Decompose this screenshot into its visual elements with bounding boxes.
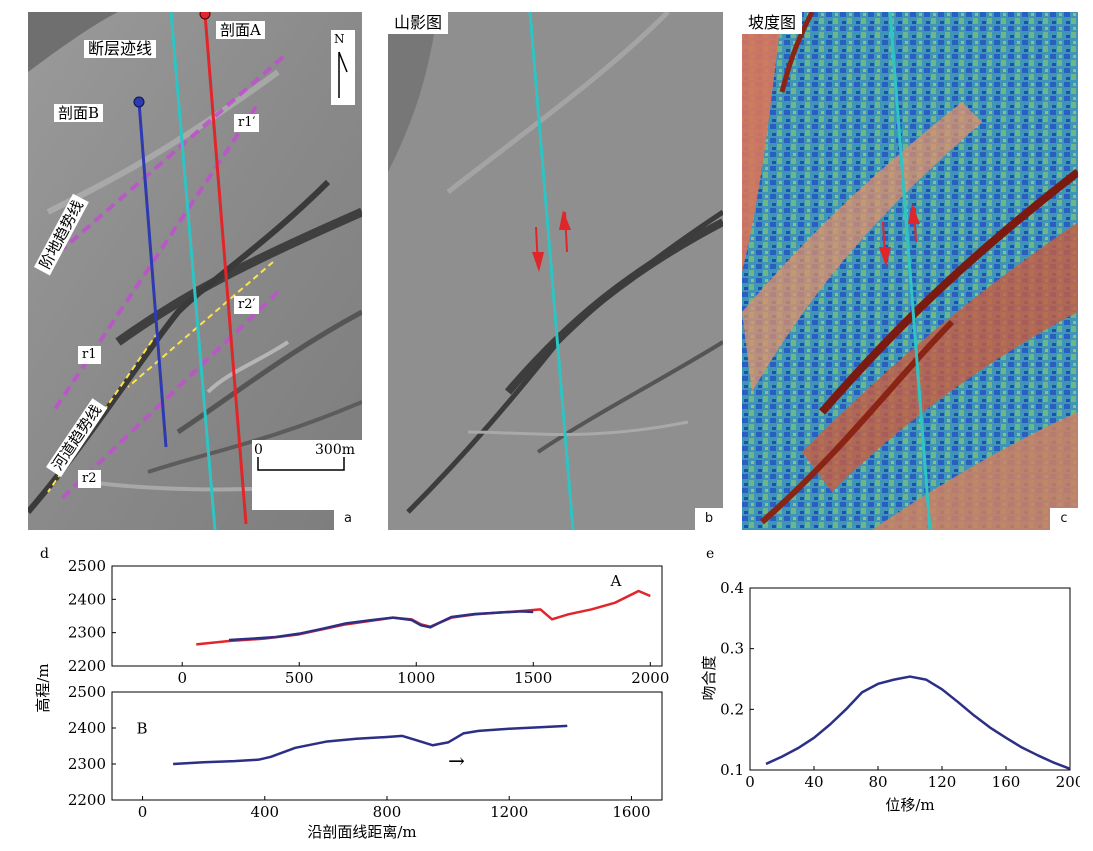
profile-b-endpoint — [133, 96, 145, 108]
scale-bar — [257, 457, 345, 471]
terrace-trend-line-r1p — [46, 55, 285, 264]
y-tick-label: 2400 — [68, 590, 106, 608]
series-line — [765, 675, 1071, 770]
y-tick-label: 0.1 — [720, 761, 744, 779]
series-line — [173, 724, 568, 766]
y-tick-label: 0.4 — [720, 579, 744, 597]
panel-b-title: 山影图 — [388, 12, 449, 34]
fault-trace-line-c — [888, 12, 932, 530]
plot-frame — [111, 691, 663, 801]
plot-frame — [111, 565, 663, 667]
series-line — [196, 589, 651, 646]
x-tick-label: 40 — [804, 773, 823, 791]
profile-a-endpoint — [199, 12, 211, 20]
x-tick-label: 1600 — [612, 803, 650, 821]
profile-b-line — [137, 101, 168, 448]
y-tick-label: 2200 — [68, 791, 106, 809]
panel-d-tag: d — [40, 546, 49, 562]
x-tick-label: 0 — [745, 773, 755, 791]
x-tick-label: 500 — [285, 669, 314, 687]
hillshade-relief-b — [388, 12, 723, 530]
hillshade-relief-a — [28, 12, 362, 530]
panel-a-tag: a — [334, 508, 362, 530]
profile-a-line — [203, 13, 248, 525]
fault-trace-line-b — [528, 12, 575, 530]
terrace-trend-line-r2 — [56, 290, 280, 504]
panel-e-xlabel: 位移/m — [885, 796, 934, 814]
slope-map — [742, 12, 1078, 530]
slip-arrow-up — [559, 210, 571, 230]
x-tick-label: 2000 — [631, 669, 669, 687]
x-tick-label: 400 — [250, 803, 279, 821]
x-tick-label: 1200 — [490, 803, 528, 821]
x-tick-label: 160 — [992, 773, 1021, 791]
r2-label: r2 — [78, 470, 101, 488]
x-tick-label: 1000 — [397, 669, 435, 687]
profile-b-label: 剖面B — [54, 104, 104, 122]
x-tick-label: 0 — [138, 803, 148, 821]
y-tick-label: 2500 — [68, 557, 106, 575]
plot-frame — [749, 587, 1071, 771]
panel-d-ylabel: 高程/m — [34, 663, 52, 712]
y-tick-label: 0.3 — [720, 640, 744, 658]
panel-e-ylabel: 吻合度 — [700, 655, 718, 700]
profile-b-chart-label: B — [136, 719, 147, 737]
y-tick-label: 2500 — [68, 683, 106, 701]
fault-trace-label: 断层迹线 — [84, 40, 157, 58]
panel-b-hillshade: 山影图 b — [388, 12, 723, 530]
panel-c-title: 坡度图 — [742, 12, 803, 34]
x-tick-label: 800 — [373, 803, 402, 821]
profile-a-label: 剖面A — [216, 21, 265, 39]
x-tick-label: 200 — [1056, 773, 1080, 791]
slip-arrow-down — [532, 252, 544, 272]
series-line — [228, 610, 534, 642]
panel-d-xlabel: 沿剖面线距离/m — [307, 823, 416, 841]
y-tick-label: 2400 — [68, 719, 106, 737]
direction-arrow: → — [448, 749, 465, 773]
fault-trace-line — [169, 12, 217, 530]
x-tick-label: 120 — [928, 773, 957, 791]
r2p-label: r2′ — [234, 296, 260, 314]
y-tick-label: 2300 — [68, 624, 106, 642]
y-tick-label: 2300 — [68, 755, 106, 773]
panel-a-map: N 0 300m 断层迹线 剖面A 剖面B r1′ r2′ r1 r2 阶地趋势… — [28, 12, 362, 530]
x-tick-label: 1500 — [514, 669, 552, 687]
scale-zero-label: 0 — [254, 442, 263, 458]
scale-end-label: 300m — [315, 442, 355, 458]
y-tick-label: 0.2 — [720, 700, 744, 718]
profile-a-chart-label: A — [610, 572, 622, 590]
panel-c-tag: c — [1050, 508, 1078, 530]
r1p-label: r1′ — [234, 114, 260, 132]
panel-d-profiles: 2200 2300 2400 2500 0 500 1000 1500 2000 A 2200 230… — [34, 557, 669, 841]
x-tick-label: 0 — [177, 669, 187, 687]
north-label: N — [334, 32, 345, 46]
y-tick-label: 2200 — [68, 657, 106, 675]
panel-e-tag: e — [706, 546, 715, 562]
r1-label: r1 — [78, 346, 101, 364]
river-trend-line-upper — [127, 261, 274, 388]
panel-b-tag: b — [695, 508, 723, 530]
slip-arrow-up-c — [908, 204, 920, 224]
slip-arrow-down-c — [879, 247, 891, 267]
panel-c-slope: 坡度图 c — [742, 12, 1078, 530]
x-tick-label: 80 — [868, 773, 887, 791]
